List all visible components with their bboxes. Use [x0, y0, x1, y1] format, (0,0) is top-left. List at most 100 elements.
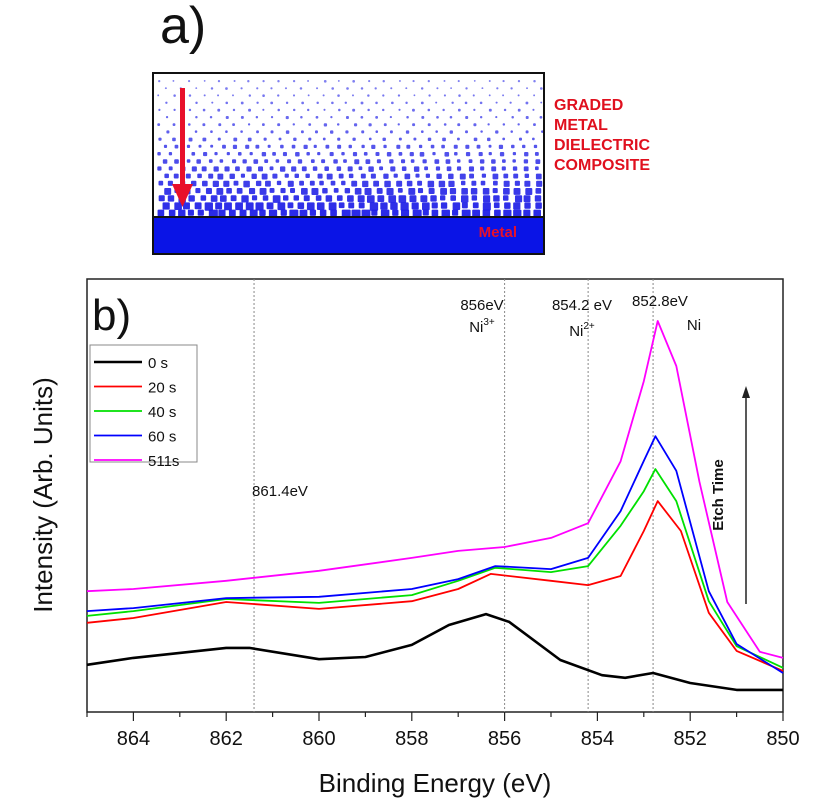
particle [265, 180, 271, 187]
particle [299, 180, 304, 186]
particle [375, 116, 378, 119]
particle [443, 123, 447, 126]
particle [270, 116, 274, 119]
particle [232, 94, 234, 97]
particle [228, 209, 236, 217]
particle [256, 130, 259, 134]
particle [308, 123, 312, 126]
particle [420, 87, 424, 90]
particle [247, 80, 250, 83]
particle [533, 144, 538, 149]
x-axis-title: Binding Energy (eV) [319, 768, 552, 798]
particle [367, 94, 370, 97]
particle [256, 87, 259, 90]
particle [173, 173, 179, 179]
particle [413, 166, 420, 172]
particle [347, 195, 354, 202]
particle [297, 202, 305, 209]
series-line-20s [86, 500, 784, 672]
particle [360, 173, 366, 179]
particle [188, 108, 192, 112]
particle [337, 80, 340, 82]
x-tick-label: 852 [674, 728, 707, 750]
particle [303, 195, 310, 202]
particle [303, 144, 308, 150]
particle [536, 180, 543, 187]
particle [316, 202, 325, 211]
particle [317, 152, 321, 156]
particle [405, 101, 408, 104]
particle [292, 80, 296, 83]
particle [533, 123, 536, 126]
particle [380, 202, 388, 210]
particle [354, 159, 360, 165]
particle [369, 202, 379, 211]
particle [315, 130, 318, 134]
particle [427, 180, 435, 188]
particle [191, 152, 196, 156]
x-tick-label: 864 [117, 728, 150, 750]
particle [283, 195, 289, 201]
particle [492, 188, 498, 194]
particle [308, 137, 312, 141]
particle [449, 116, 453, 119]
particle [251, 173, 257, 179]
particle [442, 137, 446, 142]
particle [491, 166, 497, 172]
oxidation-state: 2+ [583, 321, 595, 332]
particle [255, 144, 260, 149]
particle [217, 108, 221, 112]
particle [420, 101, 424, 105]
particle [422, 159, 427, 164]
particle [415, 173, 420, 178]
particle [496, 87, 499, 90]
particle [517, 108, 521, 112]
particle [248, 188, 256, 195]
particle [312, 166, 318, 171]
particle [391, 101, 394, 105]
particle [453, 144, 458, 149]
y-axis-title: Intensity (Arb. Units) [28, 377, 58, 613]
particle [465, 116, 469, 120]
particle [532, 137, 535, 141]
reference-line-species: Ni [687, 317, 701, 334]
particle [524, 180, 531, 187]
particle [245, 202, 254, 211]
particle [285, 130, 290, 134]
particle [502, 123, 506, 126]
particle [525, 101, 529, 105]
particle [305, 173, 310, 178]
particle [200, 195, 207, 201]
particle [389, 159, 394, 164]
particle [513, 202, 521, 210]
particle [287, 202, 294, 209]
particle [292, 94, 296, 97]
particle [276, 180, 282, 186]
particle [195, 87, 198, 90]
particle [261, 152, 267, 157]
particle [428, 188, 435, 194]
particle [230, 195, 237, 202]
particle [446, 166, 452, 172]
particle [168, 166, 173, 171]
particle [523, 159, 529, 164]
etch-time-label: Etch Time [710, 459, 727, 530]
particle [307, 80, 310, 82]
particle [436, 116, 439, 119]
particle [287, 159, 292, 164]
particle [279, 166, 286, 172]
particle [165, 101, 168, 104]
particle [501, 166, 506, 171]
particle [401, 209, 410, 218]
particle [488, 144, 492, 148]
particle [382, 108, 385, 112]
particle [243, 180, 250, 188]
legend-label: 0 s [148, 355, 168, 372]
particle [353, 123, 358, 127]
particle [427, 123, 431, 127]
metal-layer: Metal [154, 216, 543, 253]
particle [287, 180, 294, 187]
particle [236, 188, 243, 194]
particle [495, 130, 499, 134]
particle [165, 116, 169, 119]
